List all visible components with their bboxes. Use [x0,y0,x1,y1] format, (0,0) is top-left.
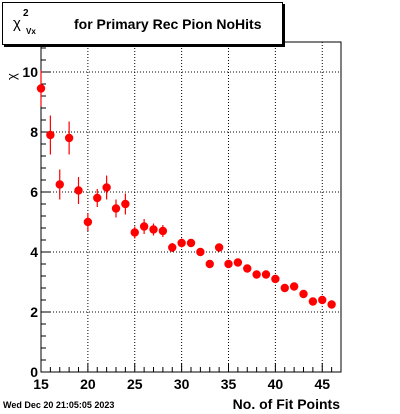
data-point [308,297,318,306]
data-point [102,183,111,192]
data-point [318,295,327,305]
y-axis-label: χ [4,48,24,86]
title-symbol: χ [13,15,21,32]
x-tick-label: 45 [314,376,330,392]
data-point [46,130,55,140]
data-point [280,283,289,293]
data-point [64,133,74,143]
grid-lines [41,42,341,372]
x-tick-label: 25 [127,376,143,392]
data-point [74,186,83,195]
data-point [130,228,139,237]
datestamp: Wed Dec 20 21:05:05 2023 [3,400,115,410]
y-tick-label: 0 [30,364,38,380]
tick-labels: 15 20 25 30 35 40 45 0 2 4 6 8 10 [22,64,330,392]
data-point [168,243,177,252]
data-point [177,238,186,248]
chart-title-box: χ 2 Vx for Primary Rec Pion NoHits [2,2,283,45]
title-subscript: Vx [26,27,36,36]
data-point [233,258,243,267]
data-point [83,217,93,227]
x-tick-label: 20 [80,376,96,392]
data-point [186,238,196,248]
data-point [139,222,149,231]
data-point [93,193,102,203]
data-point [149,225,158,234]
data-point [111,204,121,213]
data-point [271,274,280,284]
data-point [261,270,271,279]
y-axis-label-text: χ [4,73,19,80]
data-point [299,289,308,299]
x-axis-label: No. of Fit Points [232,396,340,412]
data-point [196,247,205,257]
data-markers [36,84,336,309]
plot-frame [40,41,342,373]
x-tick-label: 15 [33,376,49,392]
data-point [121,199,130,209]
data-point [36,84,46,93]
x-tick-label: 35 [221,376,237,392]
data-point [327,300,336,309]
data-point [205,259,214,269]
y-tick-label: 10 [22,64,38,80]
data-point [252,270,261,279]
y-tick-label: 4 [30,244,38,260]
y-tick-label: 2 [30,304,38,320]
data-point [214,243,224,252]
data-point [243,264,252,273]
chart-title: for Primary Rec Pion NoHits [74,16,262,32]
data-point [224,259,233,269]
data-point [158,226,168,236]
data-point [289,282,299,291]
y-tick-label: 6 [30,184,38,200]
axis-ticks [40,47,342,373]
x-tick-label: 30 [174,376,190,392]
title-superscript: 2 [23,8,29,19]
x-tick-label: 40 [268,376,284,392]
data-point [55,180,64,189]
y-tick-label: 8 [30,124,38,140]
